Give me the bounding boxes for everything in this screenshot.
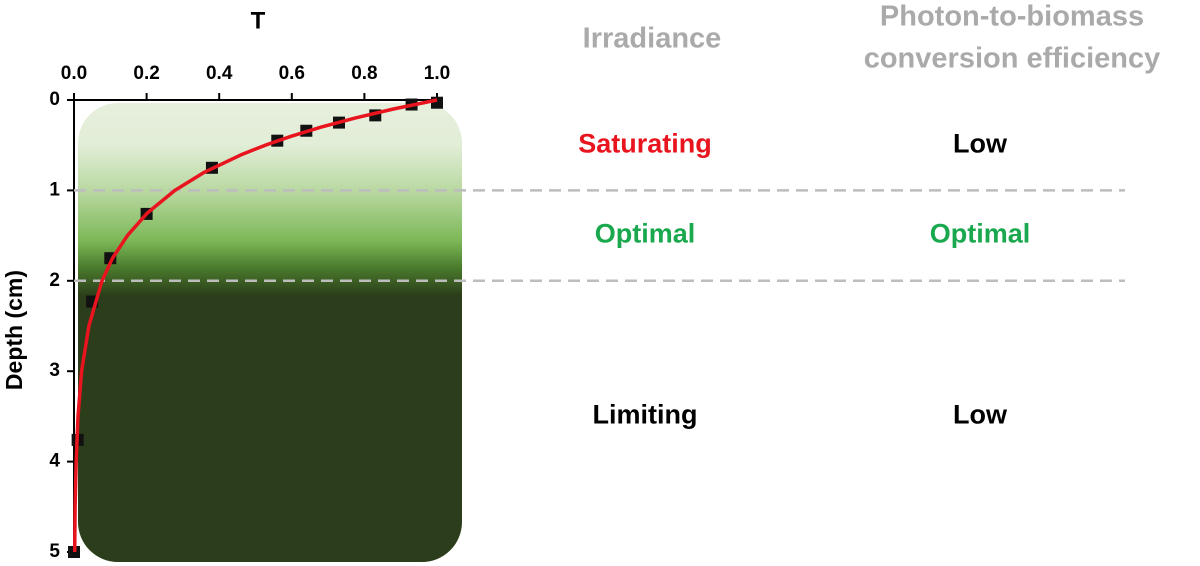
x-tick-label: 0.8 — [351, 63, 377, 84]
x-tick-label: 0.0 — [61, 63, 87, 84]
x-tick-label: 0.6 — [279, 63, 305, 84]
irradiance-label: Optimal — [595, 219, 696, 249]
efficiency-label: Low — [953, 400, 1008, 430]
irradiance-label: Limiting — [593, 400, 698, 430]
efficiency-header: conversion efficiency — [864, 43, 1161, 75]
efficiency-label: Optimal — [930, 219, 1031, 249]
efficiency-label: Low — [953, 128, 1008, 158]
y-tick-label: 5 — [49, 541, 60, 562]
y-tick-label: 4 — [49, 451, 60, 472]
irradiance-label: Saturating — [578, 128, 712, 158]
y-tick-label: 1 — [49, 179, 60, 200]
fit-curve — [72, 98, 438, 553]
culture-background — [78, 103, 462, 562]
efficiency-header: Photon-to-biomass — [880, 1, 1144, 33]
data-point — [431, 96, 443, 109]
y-tick-label: 0 — [49, 89, 60, 110]
x-tick-label: 0.2 — [133, 63, 159, 84]
x-axis-title: T — [251, 7, 266, 34]
y-axis-title: Depth (cm) — [1, 270, 27, 390]
y-tick-label: 2 — [49, 270, 60, 291]
y-tick-label: 3 — [49, 360, 60, 381]
x-tick-label: 1.0 — [424, 63, 450, 84]
irradiance-header: Irradiance — [583, 23, 722, 55]
data-point — [68, 546, 80, 558]
x-tick-label: 0.4 — [206, 63, 233, 84]
